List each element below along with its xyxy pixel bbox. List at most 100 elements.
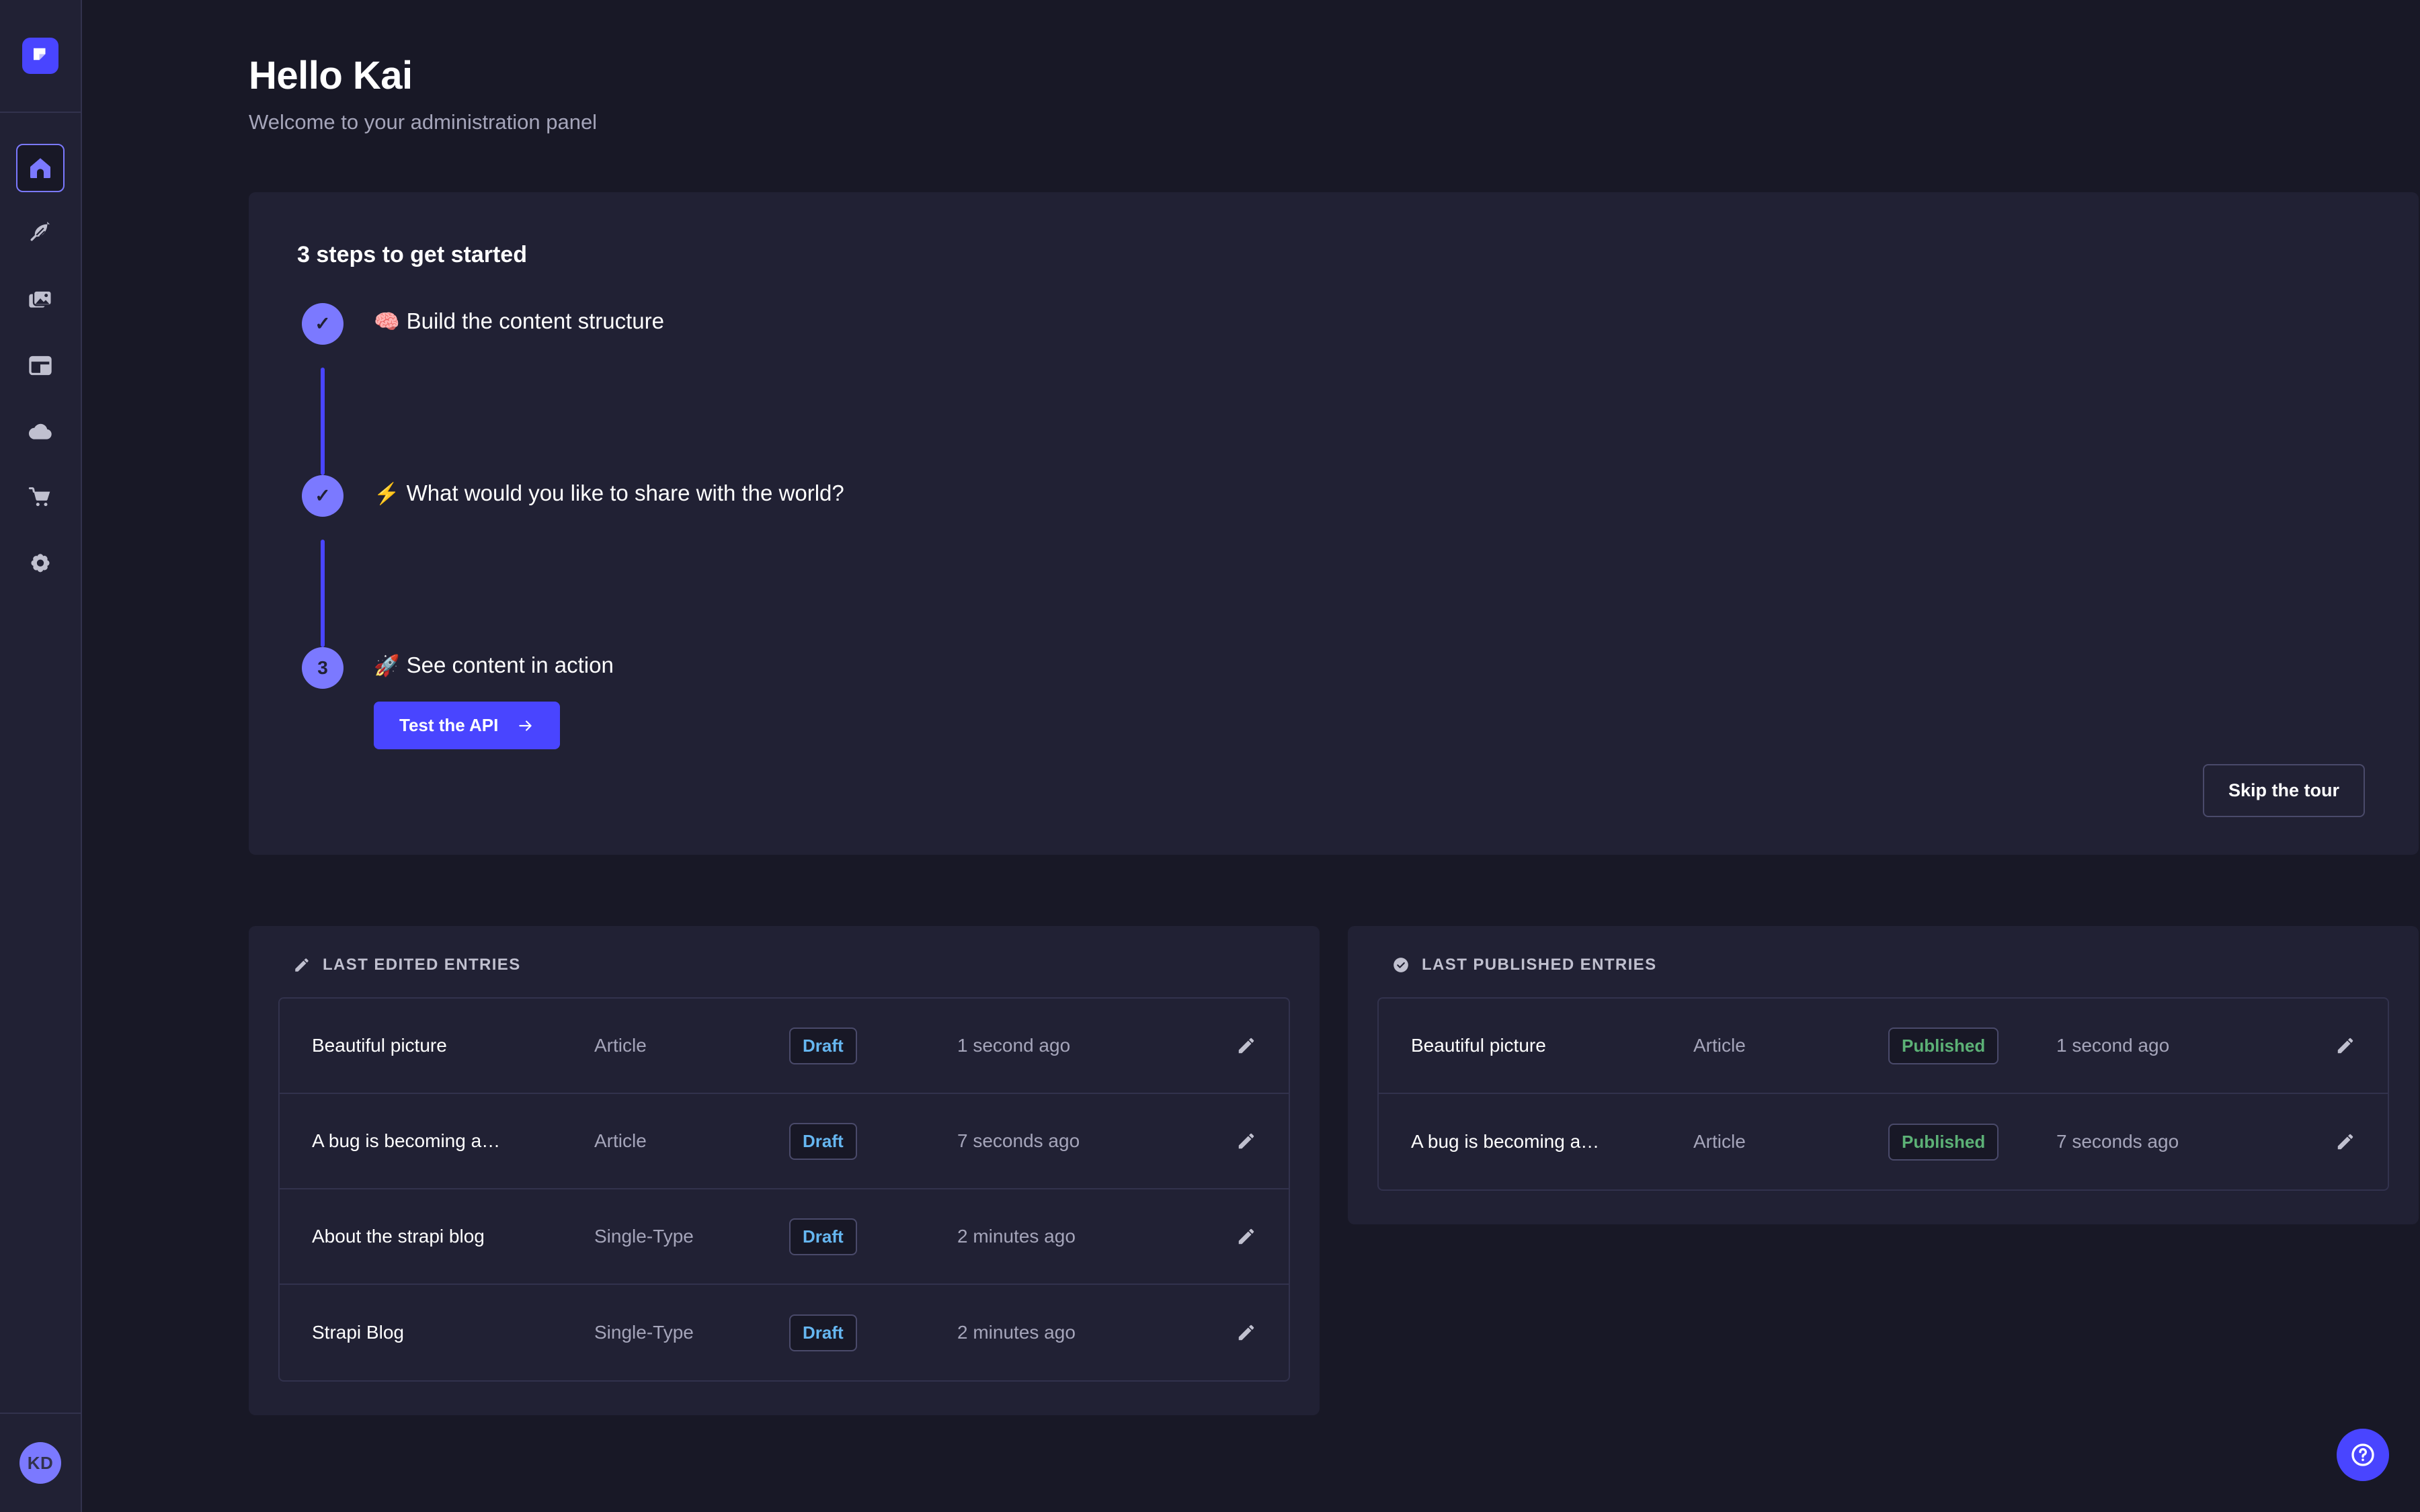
step-marker-col-2: ✓ [297, 474, 348, 647]
pencil-icon [2337, 1038, 2353, 1054]
step-body-3: 🚀 See content in action Test the API [348, 647, 614, 750]
pencil-icon [1238, 1325, 1254, 1341]
page-title: Hello Kai [249, 54, 413, 97]
images-icon [29, 290, 52, 308]
last-published-entries-panel: LAST PUBLISHED ENTRIES Beautiful picture… [1348, 926, 2419, 1225]
sidebar-footer: KD [0, 1413, 81, 1512]
pencil-icon [2337, 1134, 2353, 1150]
entry-action-cell [1196, 1131, 1256, 1151]
sidebar-item-media-library[interactable] [16, 276, 65, 324]
entry-action-cell [1196, 1036, 1256, 1056]
entries-panels: LAST EDITED ENTRIES Beautiful picture Ar… [249, 926, 2419, 1416]
sidebar-item-content-manager[interactable] [16, 210, 65, 258]
brain-icon: 🧠 [374, 309, 400, 333]
edit-entry-button[interactable] [1236, 1036, 1256, 1056]
entry-time: 7 seconds ago [957, 1130, 1080, 1152]
gear-icon [31, 554, 50, 573]
status-badge: Published [1888, 1027, 1999, 1064]
steps-title: 3 steps to get started [297, 241, 527, 267]
entry-time: 2 minutes ago [957, 1322, 1076, 1343]
sidebar-nav [16, 144, 65, 587]
sidebar-item-content-type-builder[interactable] [16, 341, 65, 390]
help-button[interactable] [2337, 1429, 2389, 1481]
table-row[interactable]: A bug is becoming a… Article Draft 7 sec… [280, 1094, 1289, 1190]
cloud-icon [28, 423, 52, 439]
entry-title: A bug is becoming a… [312, 1130, 501, 1152]
sidebar-item-home[interactable] [16, 144, 65, 192]
step-text-3: See content in action [406, 652, 614, 677]
strapi-logo[interactable] [22, 38, 58, 74]
edit-entry-button[interactable] [2335, 1132, 2355, 1152]
step-label-1: 🧠 Build the content structure [374, 307, 664, 335]
step-body-2: ⚡ What would you like to share with the w… [348, 475, 844, 507]
entry-action-cell [2295, 1132, 2355, 1152]
skip-tour-area: Skip the tour [297, 764, 2365, 818]
test-the-api-button[interactable]: Test the API [374, 702, 561, 750]
last-published-entries-header: LAST PUBLISHED ENTRIES [1377, 956, 2389, 974]
last-edited-entries-list: Beautiful picture Article Draft 1 second… [278, 997, 1290, 1382]
step-marker-3: 3 [302, 646, 344, 689]
entry-type: Article [594, 1035, 647, 1056]
entry-title: Beautiful picture [312, 1035, 447, 1056]
entry-title: About the strapi blog [312, 1226, 485, 1247]
edit-entry-button[interactable] [1236, 1322, 1256, 1343]
step-row-3: 3 🚀 See content in action Test the API [297, 646, 2365, 750]
step-connector-1 [321, 367, 325, 475]
table-row[interactable]: Strapi Blog Single-Type Draft 2 minutes … [280, 1285, 1289, 1380]
step-marker-2: ✓ [302, 474, 344, 517]
rocket-icon: 🚀 [374, 653, 400, 677]
onboarding-steps-card: 3 steps to get started ✓ 🧠 Build the cont… [249, 192, 2419, 855]
entry-title: Strapi Blog [312, 1322, 404, 1343]
strapi-logo-icon [34, 48, 46, 60]
shopping-cart-icon [28, 487, 50, 507]
entry-action-cell [2295, 1036, 2355, 1056]
status-badge: Published [1888, 1123, 1999, 1161]
table-row[interactable]: About the strapi blog Single-Type Draft … [280, 1189, 1289, 1286]
last-published-entries-list: Beautiful picture Article Published 1 se… [1377, 997, 2389, 1191]
edit-entry-button[interactable] [2335, 1036, 2355, 1056]
entry-type: Single-Type [594, 1322, 694, 1343]
step-connector-2 [321, 539, 325, 647]
pencil-icon [1238, 1229, 1254, 1245]
last-edited-entries-title: LAST EDITED ENTRIES [323, 956, 521, 974]
entry-time: 2 minutes ago [957, 1226, 1076, 1247]
pencil-icon [295, 958, 309, 972]
edit-entry-button[interactable] [1236, 1131, 1256, 1151]
step-label-2: ⚡ What would you like to share with the w… [374, 479, 844, 507]
status-badge: Draft [789, 1027, 857, 1064]
sidebar-item-cloud[interactable] [16, 407, 65, 456]
edit-entry-button[interactable] [1236, 1226, 1256, 1247]
entry-action-cell [1196, 1322, 1256, 1343]
step-label-3: 🚀 See content in action [374, 651, 614, 679]
home-icon [30, 158, 50, 178]
sidebar-item-marketplace[interactable] [16, 473, 65, 521]
entry-type: Article [1693, 1035, 1746, 1056]
step-row-1: ✓ 🧠 Build the content structure [297, 302, 2365, 475]
step-body-1: 🧠 Build the content structure [348, 303, 664, 335]
last-edited-entries-panel: LAST EDITED ENTRIES Beautiful picture Ar… [249, 926, 1320, 1416]
table-row[interactable]: Beautiful picture Article Published 1 se… [1379, 999, 2388, 1095]
table-row[interactable]: Beautiful picture Article Draft 1 second… [280, 999, 1289, 1095]
feather-icon [30, 221, 50, 241]
entry-status-cell: Draft [789, 1314, 957, 1351]
test-the-api-label: Test the API [399, 715, 499, 736]
entry-action-cell [1196, 1226, 1256, 1247]
entry-time: 1 second ago [957, 1035, 1071, 1056]
step-text-1: Build the content structure [406, 308, 664, 333]
entry-type: Article [1693, 1131, 1746, 1152]
sidebar-item-settings[interactable] [16, 539, 65, 587]
entry-status-cell: Draft [789, 1027, 957, 1064]
step-marker-1: ✓ [302, 302, 344, 345]
skip-the-tour-button[interactable]: Skip the tour [2202, 764, 2365, 818]
entry-time: 1 second ago [2056, 1035, 2170, 1056]
step-text-2: What would you like to share with the wo… [406, 480, 844, 505]
layout-icon [29, 355, 52, 376]
last-edited-entries-header: LAST EDITED ENTRIES [278, 956, 1290, 974]
page-subtitle: Welcome to your administration panel [249, 110, 598, 134]
entry-title: A bug is becoming a… [1411, 1131, 1600, 1152]
entry-type: Article [594, 1130, 647, 1152]
avatar[interactable]: KD [19, 1442, 61, 1484]
entry-type: Single-Type [594, 1226, 694, 1247]
table-row[interactable]: A bug is becoming a… Article Published 7… [1379, 1094, 2388, 1189]
status-badge: Draft [789, 1122, 857, 1160]
